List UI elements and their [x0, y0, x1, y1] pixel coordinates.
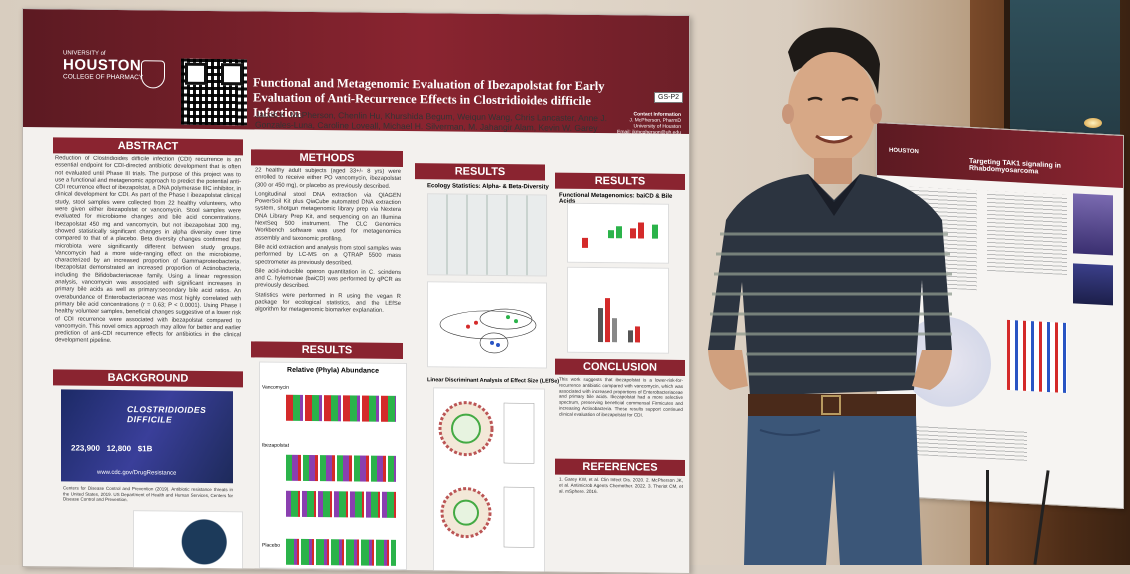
poster2-image	[1073, 263, 1113, 306]
results2-heading: RESULTS	[555, 172, 685, 190]
banner-stat-deaths: 12,800	[106, 443, 132, 454]
research-poster: UNIVERSITY of HOUSTON COLLEGE OF PHARMAC…	[22, 8, 690, 574]
abstract-text: Reduction of Clostridioides difficile in…	[55, 155, 241, 345]
poster2-text-block	[987, 190, 1067, 276]
conclusion-text: This work suggests that ibezapolstat is …	[559, 376, 683, 418]
poster2-title: Targeting TAK1 signaling in Rhabdomyosar…	[969, 157, 1061, 176]
poster2-bar-chart	[1007, 319, 1067, 394]
bile-acid-figure	[567, 266, 669, 354]
banner-stat-cases: 223,900	[71, 443, 100, 453]
phyla-group-label: Vancomycin	[262, 384, 289, 391]
abstract-heading: ABSTRACT	[53, 137, 243, 156]
background-heading: BACKGROUND	[53, 369, 243, 388]
lamp-light	[1084, 118, 1102, 128]
contact-info: Contact Information J. McPherson, PharmD…	[617, 111, 681, 136]
phyla-title: Relative (Phyla) Abundance	[287, 366, 379, 375]
beta-diversity-figure	[427, 281, 547, 369]
conclusion-heading: CONCLUSION	[555, 358, 685, 376]
phyla-bars-vancomycin	[286, 394, 396, 422]
baicd-figure	[567, 202, 669, 264]
board-tag: GS-P2	[654, 92, 684, 103]
baicd-chart	[582, 222, 658, 248]
lefse-cladogram	[438, 401, 535, 548]
phyla-abundance-figure: Relative (Phyla) Abundance Vancomycin Ib…	[259, 361, 407, 571]
university-logo: UNIVERSITY of HOUSTON COLLEGE OF PHARMAC…	[63, 47, 143, 84]
banner-title: CLOSTRIDIOIDES DIFFICILE	[127, 404, 207, 425]
methods-item: Bile acid extraction and analysis from s…	[255, 244, 401, 267]
banner-url: www.cdc.gov/DrugResistance	[97, 469, 177, 477]
beta-diversity-plot	[439, 308, 537, 354]
alpha-diversity-figure	[427, 193, 547, 277]
contact-email: Email: jkmcpherson@uh.edu	[617, 129, 681, 136]
qr-code-icon[interactable]	[181, 58, 247, 126]
presenter-person	[708, 27, 952, 565]
references-heading: REFERENCES	[555, 458, 685, 476]
results1-heading: RESULTS	[415, 163, 545, 181]
logo-houston-text: HOUSTON	[63, 56, 142, 75]
methods-item: Statistics were performed in R using the…	[255, 292, 401, 315]
phyla-bars-ibezapolstat-2	[286, 490, 396, 518]
methods-list: 22 healthy adult subjects (aged 33+/- 8 …	[255, 167, 401, 337]
pharmacy-mark-icon	[141, 60, 165, 89]
poster-authors: Jacob K. McPherson, Chenlin Hu, Khurshid…	[255, 109, 607, 134]
lefse-figure	[433, 387, 545, 574]
world-map-figure	[133, 510, 243, 574]
banner-stats: 223,900 12,800 $1B	[71, 444, 152, 454]
lefse-title: Linear Discriminant Analysis of Effect S…	[427, 377, 560, 385]
easel-leg	[986, 470, 989, 565]
methods-heading: METHODS	[251, 149, 403, 167]
logo-college-text: COLLEGE OF PHARMACY	[63, 73, 144, 82]
methods-item: 22 healthy adult subjects (aged 33+/- 8 …	[255, 167, 401, 190]
cdiff-banner: CLOSTRIDIOIDES DIFFICILE 223,900 12,800 …	[61, 389, 233, 484]
ecology-title: Ecology Statistics: Alpha- & Beta-Divers…	[427, 183, 549, 191]
background-caption: Centers for Disease Control and Preventi…	[63, 485, 233, 503]
phyla-bars-placebo	[286, 538, 396, 566]
results-left-heading: RESULTS	[251, 341, 403, 359]
phyla-group-label: Ibezapolstat	[262, 442, 289, 449]
methods-item: Longitudinal stool DNA extraction via QI…	[255, 191, 401, 243]
poster2-image	[1073, 193, 1113, 256]
bile-acid-chart	[598, 298, 640, 343]
phyla-group-label: Placebo	[262, 542, 281, 549]
methods-item: Bile acid-inducible operon quantitation …	[255, 268, 401, 290]
references-text: 1. Garey KW, et al. Clin Infect Dis. 202…	[559, 476, 683, 494]
banner-stat-cost: $1B	[137, 444, 153, 454]
phyla-bars-ibezapolstat	[286, 454, 396, 482]
